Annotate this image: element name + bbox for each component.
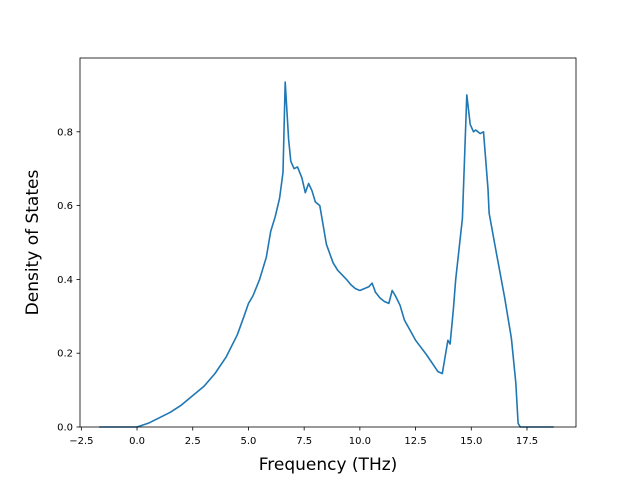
x-tick-label: 10.0 bbox=[349, 436, 371, 447]
y-tick-label: 0.4 bbox=[57, 275, 73, 286]
x-tick-label: 17.5 bbox=[516, 436, 538, 447]
x-tick-label: 12.5 bbox=[404, 436, 426, 447]
y-axis-ticks: 0.0 0.2 0.4 0.6 0.8 bbox=[57, 127, 80, 434]
y-tick-label: 0.0 bbox=[57, 423, 73, 434]
axes-frame bbox=[79, 57, 577, 428]
x-axis-label: Frequency (THz) bbox=[259, 455, 398, 475]
y-tick-label: 0.8 bbox=[57, 127, 73, 138]
y-axis-label: Density of States bbox=[23, 170, 43, 316]
x-tick-label: 5.0 bbox=[240, 436, 256, 447]
dos-series-line bbox=[99, 81, 554, 428]
plot-area bbox=[99, 81, 554, 428]
y-tick-label: 0.2 bbox=[57, 349, 73, 360]
y-tick-label: 0.6 bbox=[57, 201, 73, 212]
x-tick-label: 7.5 bbox=[296, 436, 312, 447]
x-tick-label: −2.5 bbox=[69, 436, 93, 447]
x-tick-label: 2.5 bbox=[185, 436, 201, 447]
x-tick-label: 0.0 bbox=[129, 436, 145, 447]
x-tick-label: 15.0 bbox=[460, 436, 482, 447]
x-axis-ticks: −2.5 0.0 2.5 5.0 7.5 10.0 12.5 15.0 17.5 bbox=[69, 427, 538, 447]
